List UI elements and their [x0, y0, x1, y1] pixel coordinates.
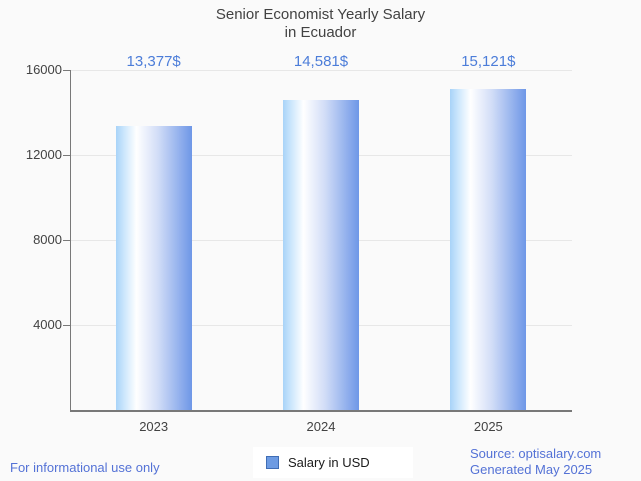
y-axis-label: 4000	[33, 317, 62, 332]
x-axis-label: 2023	[139, 419, 169, 434]
bar[interactable]	[115, 125, 192, 410]
value-label: 14,581$	[293, 53, 349, 70]
bar[interactable]	[450, 88, 527, 410]
value-label: 13,377$	[126, 53, 181, 70]
chart-title-line2: in Ecuador	[284, 24, 357, 41]
x-axis-line	[70, 410, 572, 412]
disclaimer-text: For informational use only	[10, 460, 160, 475]
x-axis-label: 2024	[306, 419, 336, 434]
y-axis-label: 16000	[25, 62, 62, 77]
value-label: 15,121$	[461, 53, 516, 70]
source-block: Source: optisalary.com Generated May 202…	[470, 446, 601, 478]
chart-title: Senior Economist Yearly Salary in Ecuado…	[0, 6, 641, 42]
y-axis-tick	[63, 324, 70, 326]
x-axis-label: 2025	[473, 419, 503, 434]
y-axis-tick	[63, 69, 70, 71]
bar[interactable]	[283, 100, 359, 410]
gridline	[70, 69, 572, 71]
y-axis-tick	[63, 239, 70, 241]
y-axis-label: 8000	[33, 232, 62, 247]
generated-text: Generated May 2025	[470, 462, 593, 477]
legend-swatch-icon	[266, 456, 279, 469]
y-axis-tick	[63, 154, 70, 156]
legend: Salary in USD	[253, 447, 413, 478]
legend-label: Salary in USD	[288, 455, 370, 470]
y-axis-line	[70, 70, 71, 410]
source-text: Source: optisalary.com	[470, 446, 602, 461]
y-axis-label: 12000	[25, 147, 62, 162]
chart-title-line1: Senior Economist Yearly Salary	[215, 6, 426, 23]
